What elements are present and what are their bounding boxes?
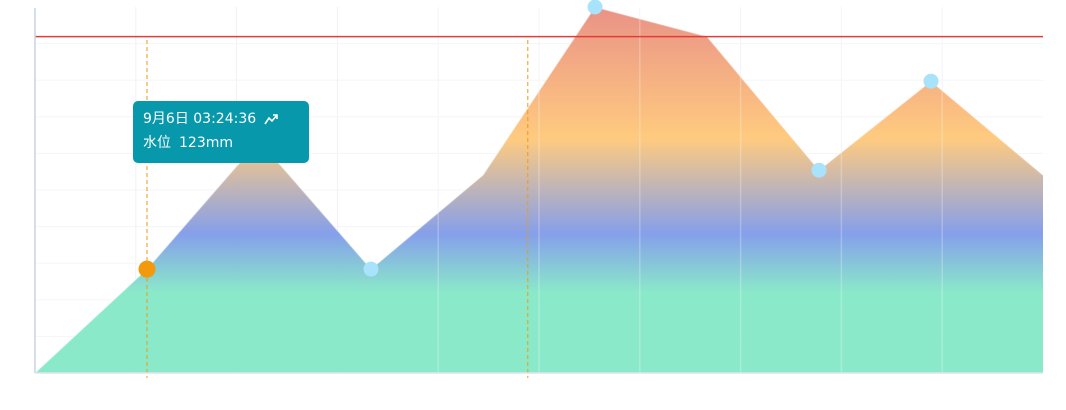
tooltip-value-row: 水位 123mm (143, 131, 299, 155)
data-point[interactable] (363, 261, 379, 277)
data-point[interactable] (587, 0, 603, 15)
area-fill (35, 7, 1043, 373)
vertical-markers (146, 40, 529, 378)
tooltip-header-row: 9月6日 03:24:36 (143, 107, 299, 131)
data-tooltip: 9月6日 03:24:36 水位 123mm (133, 101, 309, 163)
axes (34, 8, 1043, 374)
highlighted-data-point[interactable] (138, 260, 156, 278)
tooltip-value: 123mm (179, 135, 233, 151)
series-line (34, 6, 1044, 374)
tooltip-datetime: 9月6日 03:24:36 (143, 111, 257, 127)
data-point[interactable] (811, 162, 827, 178)
data-point[interactable] (923, 73, 939, 89)
area-series (34, 6, 1044, 374)
tooltip-series-label: 水位 (143, 135, 171, 151)
trend-up-icon (264, 113, 278, 125)
